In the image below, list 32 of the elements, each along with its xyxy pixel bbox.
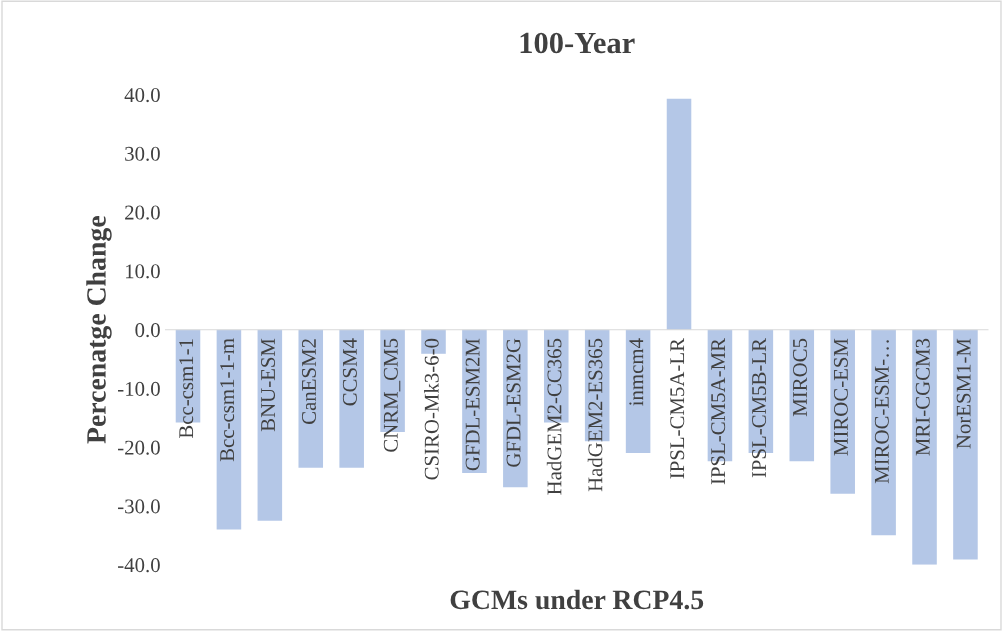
x-tick-label: CNRM_CM5 — [383, 338, 401, 452]
x-tick-label: BNU-ESM — [261, 338, 276, 432]
x-tick-label: HadGEM2-CC365 — [546, 338, 562, 495]
y-axis-title: Percenatge Change — [86, 216, 112, 444]
y-tick-label: -10.0 — [118, 381, 160, 396]
x-tick-label: CCSM4 — [342, 338, 357, 406]
y-tick-label: -20.0 — [118, 440, 160, 455]
x-tick-label: GFDL-ESM2M — [465, 338, 480, 471]
y-tick-label: 40.0 — [124, 88, 160, 103]
y-tick-label: 30.0 — [125, 146, 160, 161]
x-tick-label: IPSL-CM5A-MR — [711, 338, 726, 485]
x-tick-label: NorESM1-M — [956, 338, 971, 449]
chart-title: 100-Year — [520, 32, 635, 54]
x-tick-label: IPSL-CM5B-LR — [752, 338, 767, 478]
x-tick-label: CanESM2 — [301, 339, 316, 424]
x-tick-label: inmcm4 — [629, 338, 644, 406]
y-tick-label: 10.0 — [126, 264, 160, 279]
x-tick-label: IPSL-CM5A-LR — [670, 338, 685, 479]
x-axis-title: GCMs under RCP4.5 — [450, 589, 704, 610]
y-tick-label: -30.0 — [118, 499, 160, 514]
x-tick-label: MRI-CGCM3 — [915, 338, 930, 456]
x-tick-label: MIROC-ESM — [833, 338, 848, 456]
x-tick-label: MIROC5 — [792, 338, 807, 417]
y-tick-label: 0.0 — [135, 323, 160, 338]
x-tick-label: MIROC-ESM-… — [874, 340, 889, 484]
x-tick-label: GFDL-ESM2G — [506, 338, 521, 467]
x-tick-label: HadGEM2-ES365 — [587, 338, 603, 492]
x-tick-label: CSIRO-Mk3-6-0 — [424, 338, 439, 480]
x-tick-label: Bcc-csm1-1 — [179, 339, 194, 439]
x-tick-label: Bcc-csm1-1-m — [220, 338, 235, 462]
y-tick-label: 20.0 — [125, 205, 160, 220]
y-tick-label: -40.0 — [118, 558, 160, 573]
